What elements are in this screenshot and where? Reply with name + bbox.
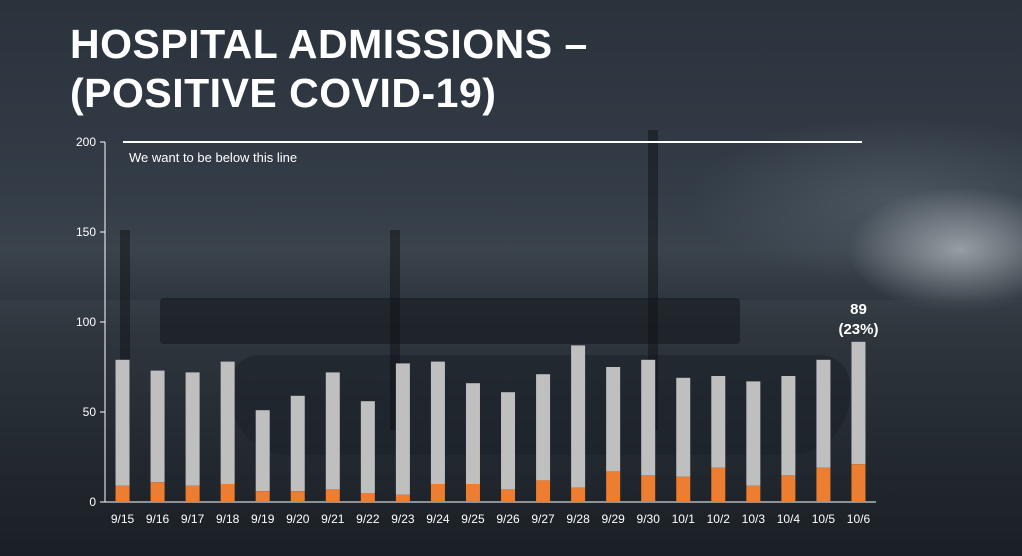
bar-non-positive (395, 363, 410, 495)
bar-positive (465, 484, 480, 502)
bar-non-positive (501, 392, 516, 490)
bar-annotation-total: 89 (850, 301, 867, 318)
bar-non-positive (465, 383, 480, 484)
bar-positive (781, 475, 796, 502)
x-tick-label: 10/6 (847, 512, 871, 526)
x-tick-label: 9/16 (146, 512, 170, 526)
bar-positive (360, 493, 375, 502)
bar-non-positive (606, 367, 621, 472)
bar-positive (395, 494, 410, 502)
chart-bars (115, 341, 866, 502)
bar-positive (746, 485, 761, 502)
bar-non-positive (360, 401, 375, 493)
bar-non-positive (430, 361, 445, 484)
x-tick-label: 10/3 (742, 512, 766, 526)
bar-positive (290, 491, 305, 502)
reference-line-label: We want to be below this line (129, 150, 297, 165)
background-lamp-post (648, 130, 658, 430)
bar-non-positive (676, 377, 691, 477)
bar-non-positive (220, 361, 235, 484)
bar-annotation-percent: (23%) (838, 321, 878, 338)
x-tick-label: 9/20 (286, 512, 310, 526)
bar-non-positive (711, 376, 726, 468)
y-tick-label: 50 (83, 405, 97, 419)
y-tick-label: 150 (76, 225, 96, 239)
bar-positive (571, 487, 586, 502)
y-tick-label: 0 (89, 495, 96, 509)
bar-non-positive (851, 341, 866, 465)
bar-positive (430, 484, 445, 502)
x-tick-label: 9/30 (637, 512, 661, 526)
bar-positive (816, 467, 831, 502)
bar-positive (255, 491, 270, 502)
bar-non-positive (150, 370, 165, 483)
bar-positive (115, 485, 130, 502)
bar-non-positive (641, 359, 656, 475)
x-tick-label: 9/22 (356, 512, 380, 526)
bar-positive (676, 476, 691, 502)
x-tick-label: 9/29 (601, 512, 625, 526)
x-tick-label: 9/15 (111, 512, 135, 526)
bar-non-positive (255, 410, 270, 492)
bar-non-positive (816, 359, 831, 468)
bar-positive (851, 464, 866, 502)
chart-axes: 0 50 100 150 200 9/15 9/16 9/17 9/18 9/19 9/20 9/21… (76, 135, 876, 526)
x-tick-label: 9/19 (251, 512, 275, 526)
bar-positive (185, 485, 200, 502)
x-tick-label: 9/26 (496, 512, 520, 526)
x-tick-label: 10/5 (812, 512, 836, 526)
bar-positive (536, 480, 551, 502)
bar-non-positive (781, 376, 796, 475)
y-tick-label: 100 (76, 315, 96, 329)
x-tick-label: 10/4 (777, 512, 801, 526)
x-tick-label: 9/25 (461, 512, 485, 526)
x-tick-label: 10/1 (672, 512, 696, 526)
bar-non-positive (325, 372, 340, 490)
x-tick-label: 9/23 (391, 512, 415, 526)
bar-positive (711, 467, 726, 502)
x-tick-label: 9/21 (321, 512, 345, 526)
x-tick-label: 9/17 (181, 512, 205, 526)
slide-title: HOSPITAL ADMISSIONS – (POSITIVE COVID-19… (70, 21, 588, 116)
bar-positive (641, 475, 656, 502)
bar-non-positive (746, 381, 761, 486)
bar-positive (150, 482, 165, 502)
bar-positive (606, 471, 621, 502)
bar-positive (325, 489, 340, 502)
x-tick-label: 10/2 (707, 512, 731, 526)
bar-positive (220, 484, 235, 502)
bar-non-positive (185, 372, 200, 486)
bar-non-positive (115, 359, 130, 486)
x-tick-label: 9/27 (531, 512, 555, 526)
bar-non-positive (571, 345, 586, 488)
chart-labels: We want to be below this line 89 (23%) (123, 141, 878, 338)
background-post (390, 230, 400, 430)
x-tick-label: 9/24 (426, 512, 450, 526)
x-tick-label: 9/28 (566, 512, 590, 526)
bar-non-positive (536, 374, 551, 481)
background-post (120, 230, 130, 430)
y-tick-label: 200 (76, 135, 96, 149)
x-tick-label: 9/18 (216, 512, 240, 526)
bar-positive (501, 489, 516, 502)
background-pier (160, 298, 740, 344)
bar-non-positive (290, 395, 305, 492)
